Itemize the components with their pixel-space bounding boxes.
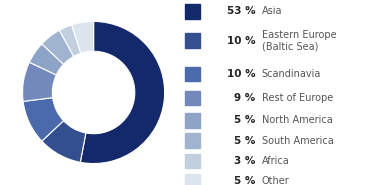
Wedge shape (23, 98, 64, 141)
Wedge shape (23, 62, 56, 101)
Text: Scandinavia: Scandinavia (262, 69, 321, 79)
Text: 53 %: 53 % (227, 6, 256, 16)
Text: 5 %: 5 % (234, 176, 256, 185)
Bar (185, 174, 200, 185)
Wedge shape (80, 21, 165, 164)
Text: Asia: Asia (262, 6, 282, 16)
Bar (185, 67, 200, 81)
Text: Rest of Europe: Rest of Europe (262, 93, 333, 103)
Bar (185, 113, 200, 128)
Wedge shape (42, 30, 74, 64)
Text: 9 %: 9 % (234, 93, 256, 103)
Wedge shape (29, 44, 64, 75)
Bar (185, 133, 200, 148)
Bar (185, 33, 200, 48)
Text: North America: North America (262, 115, 333, 125)
Text: 5 %: 5 % (234, 136, 256, 146)
Text: Africa: Africa (262, 156, 290, 166)
Text: Other: Other (262, 176, 290, 185)
Wedge shape (59, 25, 81, 56)
Text: 3 %: 3 % (234, 156, 256, 166)
Wedge shape (42, 121, 86, 162)
Text: 5 %: 5 % (234, 115, 256, 125)
Text: Eastern Europe
(Baltic Sea): Eastern Europe (Baltic Sea) (262, 30, 337, 51)
Text: South America: South America (262, 136, 333, 146)
Text: 10 %: 10 % (227, 36, 256, 46)
Bar (185, 154, 200, 168)
Text: 10 %: 10 % (227, 69, 256, 79)
Bar (185, 4, 200, 18)
Wedge shape (72, 21, 94, 53)
Bar (185, 91, 200, 105)
